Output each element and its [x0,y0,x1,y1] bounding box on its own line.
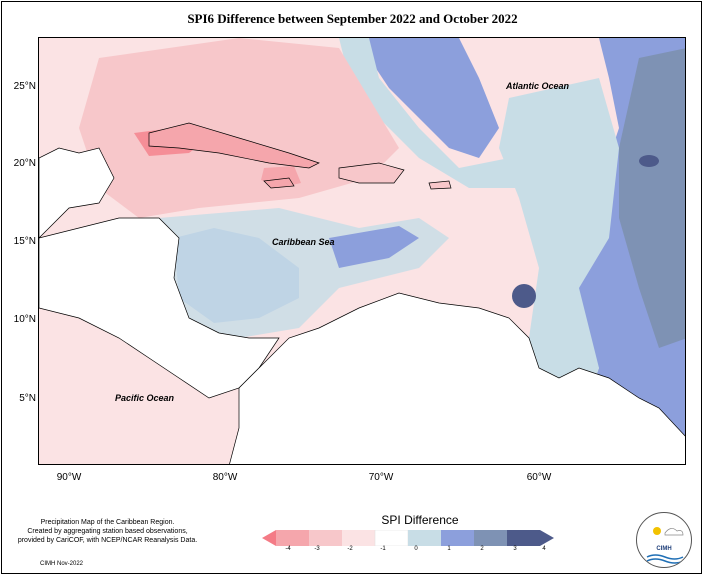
legend-title: SPI Difference [381,513,459,527]
legend-swatch-4 [374,530,409,546]
lat-label-5: 5°N [19,393,36,404]
legend-tick: 0 [414,546,418,552]
lon-label-60: 60°W [526,472,552,483]
land-jamaica [263,177,295,189]
legend-tick: -3 [314,546,320,552]
legend-swatch-7 [474,530,507,546]
land-puerto-rico [428,180,452,190]
legend-tick: 4 [542,546,546,552]
legend-swatch-3 [342,530,375,546]
legend-tick: 1 [447,546,451,552]
legend-swatch-5 [408,530,441,546]
legend-tick: -2 [347,546,353,552]
land-hispaniola [338,162,405,184]
legend-tick: 2 [480,546,484,552]
legend-tick: 3 [513,546,517,552]
anomaly-blue-caribbean-center [329,226,419,268]
label-atlantic-ocean: Atlantic Ocean [506,81,570,91]
legend-arrow-left [262,530,276,546]
legend-tick: -1 [380,546,386,552]
cimh-logo: CIMH [636,512,692,568]
land-cuba [148,122,320,169]
logo-emblem-icon [646,527,684,564]
credit-date: CIMH Nov-2022 [40,561,84,567]
anomaly-darkblue-atlantic [619,48,685,348]
anomaly-lightblue-north [339,38,519,188]
land-south-america [229,292,685,464]
anomaly-blue-north [359,38,499,158]
lat-label-20: 20°N [13,158,36,169]
credit-line-3: provided by CariCOF, with NCEP/NCAR Rean… [17,537,198,544]
label-pacific-ocean: Pacific Ocean [115,393,175,403]
legend-swatch-1 [276,530,309,546]
legend-swatch-6 [441,530,474,546]
anomaly-pink-west [79,38,399,218]
credit-line-1: Precipitation Map of the Caribbean Regio… [40,519,175,526]
logo-text: CIMH [656,546,672,552]
land-central-america [39,217,280,399]
legend-colorbar [262,530,554,546]
credit-line-2: Created by aggregating station based obs… [27,528,188,535]
lat-label-15: 15°N [13,236,36,247]
lon-label-90: 90°W [56,472,82,483]
anomaly-dark-antilles [512,284,536,308]
credit-text: Precipitation Map of the Caribbean Regio… [10,518,205,545]
lon-label-70: 70°W [368,472,394,483]
anomaly-lightblue-atlantic [499,78,619,428]
anomaly-dark-atlantic [639,155,659,167]
legend-arrow-right [540,530,554,546]
lon-label-80: 80°W [212,472,238,483]
legend-swatch-2 [309,530,342,546]
map-canvas [39,38,685,464]
legend-tick: -4 [285,546,291,552]
land-mexico [39,147,115,239]
lat-label-10: 10°N [13,314,36,325]
map-title: SPI6 Difference between September 2022 a… [187,11,518,26]
map-panel [38,37,686,465]
label-caribbean-sea: Caribbean Sea [272,237,335,247]
legend-swatch-8 [507,530,540,546]
lat-label-25: 25°N [13,81,36,92]
